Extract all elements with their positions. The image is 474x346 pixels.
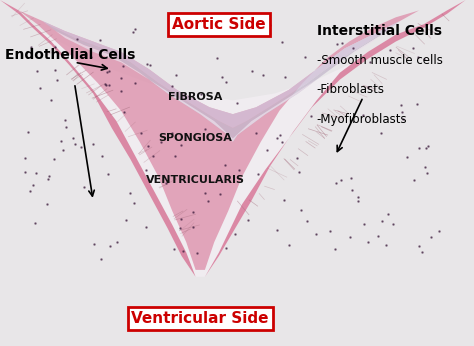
Text: Aortic Side: Aortic Side xyxy=(172,17,266,32)
Polygon shape xyxy=(205,0,465,277)
Polygon shape xyxy=(18,10,419,270)
Text: -Smooth muscle cells: -Smooth muscle cells xyxy=(317,54,443,67)
Text: Interstitial Cells: Interstitial Cells xyxy=(317,24,442,38)
Text: VENTRICULARIS: VENTRICULARIS xyxy=(146,175,245,185)
Polygon shape xyxy=(0,0,196,277)
Text: FIBROSA: FIBROSA xyxy=(168,92,223,102)
Text: -Myofibroblasts: -Myofibroblasts xyxy=(317,113,407,126)
Text: Ventricular Side: Ventricular Side xyxy=(131,311,269,326)
Polygon shape xyxy=(42,21,401,128)
Text: Endothelial Cells: Endothelial Cells xyxy=(5,48,135,62)
Polygon shape xyxy=(56,31,382,142)
Text: SPONGIOSA: SPONGIOSA xyxy=(159,134,233,143)
Polygon shape xyxy=(46,24,391,142)
Polygon shape xyxy=(0,0,465,277)
Text: -Fibroblasts: -Fibroblasts xyxy=(317,83,385,97)
